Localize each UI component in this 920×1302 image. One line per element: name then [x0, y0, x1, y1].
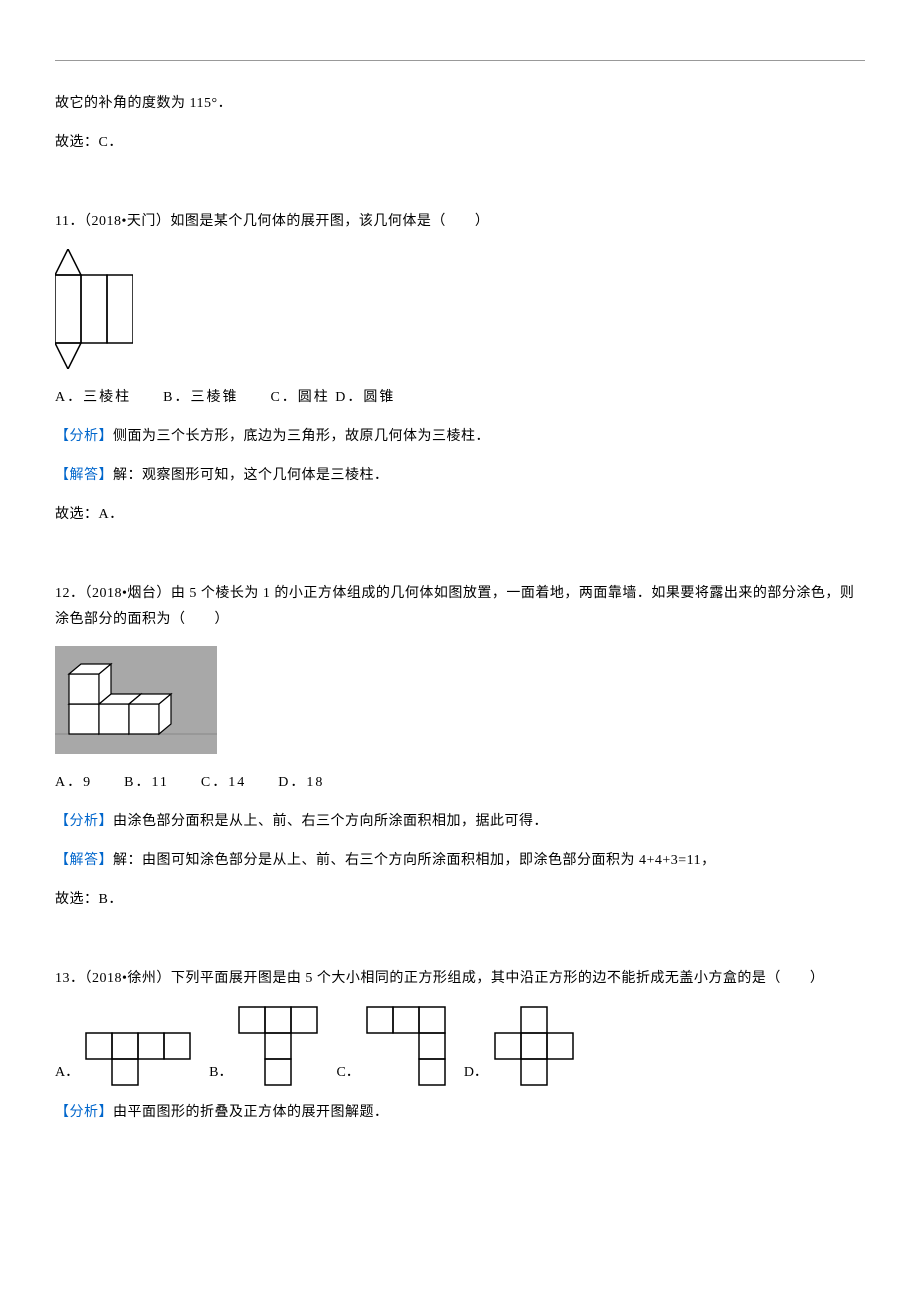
solve-label: 【解答】 — [55, 468, 113, 483]
analysis-text: 侧面为三个长方形，底边为三角形，故原几何体为三棱柱． — [113, 429, 490, 444]
netA-svg — [85, 1032, 191, 1086]
q13-optD: D． — [464, 1006, 574, 1086]
q13-options-row: A． B． C． D． — [55, 1006, 865, 1086]
q12-figure — [55, 646, 217, 754]
analysis-label: 【分析】 — [55, 814, 113, 829]
netB-svg — [238, 1006, 318, 1086]
q11-options: A．三棱柱 B．三棱锥 C．圆柱 D．圆锥 — [55, 385, 865, 410]
analysis-text: 由涂色部分面积是从上、前、右三个方向所涂面积相加，据此可得． — [113, 814, 548, 829]
q12-analysis: 【分析】由涂色部分面积是从上、前、右三个方向所涂面积相加，据此可得． — [55, 809, 865, 834]
cubes-svg — [55, 646, 217, 754]
q12-options: A．9 B．11 C．14 D．18 — [55, 770, 865, 795]
optD-label: D． — [464, 1060, 488, 1085]
q13-optB: B． — [209, 1006, 318, 1086]
q12-stem: 12．（2018•烟台）由 5 个棱长为 1 的小正方体组成的几何体如图放置，一… — [55, 581, 865, 631]
q12-solve: 【解答】解：由图可知涂色部分是从上、前、右三个方向所涂面积相加，即涂色部分面积为… — [55, 848, 865, 873]
q13-optC: C． — [336, 1006, 445, 1086]
q13-optA: A． — [55, 1032, 191, 1086]
prism-net-svg — [55, 249, 133, 369]
q13-analysis: 【分析】由平面图形的折叠及正方体的展开图解题． — [55, 1100, 865, 1125]
q11-pick: 故选：A． — [55, 502, 865, 527]
optA-label: A． — [55, 1060, 79, 1085]
solve-label: 【解答】 — [55, 853, 113, 868]
netD-svg — [494, 1006, 574, 1086]
spacer — [55, 541, 865, 581]
analysis-label: 【分析】 — [55, 1105, 113, 1120]
p-line1: 故它的补角的度数为 115°． — [55, 91, 865, 116]
p-line2: 故选：C． — [55, 130, 865, 155]
page-root: 故它的补角的度数为 115°． 故选：C． 11．（2018•天门）如图是某个几… — [0, 0, 920, 1302]
q11-solve: 【解答】解：观察图形可知，这个几何体是三棱柱． — [55, 463, 865, 488]
analysis-text: 由平面图形的折叠及正方体的展开图解题． — [113, 1105, 389, 1120]
analysis-label: 【分析】 — [55, 429, 113, 444]
optB-label: B． — [209, 1060, 232, 1085]
q11-figure — [55, 249, 865, 369]
q12-pick: 故选：B． — [55, 887, 865, 912]
q13-stem: 13．（2018•徐州）下列平面展开图是由 5 个大小相同的正方形组成，其中沿正… — [55, 966, 865, 991]
solve-text: 解：观察图形可知，这个几何体是三棱柱． — [113, 468, 389, 483]
q11-stem: 11．（2018•天门）如图是某个几何体的展开图，该几何体是（ ） — [55, 209, 865, 234]
spacer — [55, 926, 865, 966]
optC-label: C． — [336, 1060, 359, 1085]
solve-text: 解：由图可知涂色部分是从上、前、右三个方向所涂面积相加，即涂色部分面积为 4+4… — [113, 853, 716, 868]
spacer — [55, 169, 865, 209]
top-rule — [55, 60, 865, 61]
netC-svg — [366, 1006, 446, 1086]
q11-analysis: 【分析】侧面为三个长方形，底边为三角形，故原几何体为三棱柱． — [55, 424, 865, 449]
